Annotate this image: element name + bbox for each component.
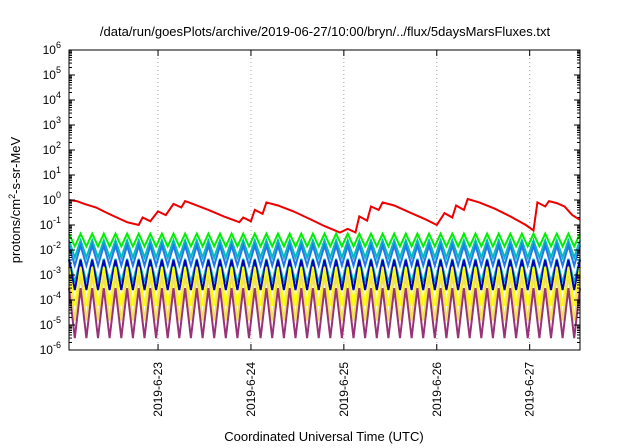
y-tick-label: 10-3	[40, 265, 61, 282]
y-tick-label: 106	[43, 40, 61, 57]
y-tick-label: 100	[43, 190, 61, 207]
series-line-8	[68, 287, 581, 339]
y-axis-label: protons/cm2-s-sr-MeV	[7, 136, 23, 263]
x-tick-label: 2019-6-27	[523, 362, 537, 417]
series-line-4	[68, 258, 581, 283]
series-line-7	[68, 275, 581, 321]
x-tick-label: 2019-6-26	[430, 362, 444, 417]
series-line-6	[68, 266, 581, 307]
y-tick-label: 10-5	[40, 315, 61, 332]
y-tick-label: 10-6	[40, 340, 61, 357]
x-tick-label: 2019-6-23	[151, 362, 165, 417]
y-tick-label: 104	[43, 90, 61, 107]
y-tick-label: 10-1	[40, 215, 61, 232]
y-tick-label: 102	[43, 140, 61, 157]
series-line-5	[68, 259, 581, 291]
y-tick-label: 103	[43, 115, 61, 132]
y-tick-label: 101	[43, 165, 61, 182]
axis-ticks: 2019-6-23 2019-6-24 2019-6-25 2019-6-26 2019…	[40, 40, 580, 417]
x-tick-label: 2019-6-25	[337, 362, 351, 417]
series-line-3	[68, 242, 581, 270]
series-line-2	[68, 237, 581, 261]
y-tick-label: 10-2	[40, 240, 61, 257]
series-line-0	[68, 197, 581, 234]
x-axis-label: Coordinated Universal Time (UTC)	[224, 429, 423, 444]
y-tick-label: 10-4	[40, 290, 61, 307]
y-tick-label: 105	[43, 65, 61, 82]
chart-title: /data/run/goesPlots/archive/2019-06-27/1…	[100, 24, 551, 39]
data-series	[68, 197, 581, 339]
series-line-1	[68, 231, 581, 249]
x-tick-label: 2019-6-24	[244, 362, 258, 417]
